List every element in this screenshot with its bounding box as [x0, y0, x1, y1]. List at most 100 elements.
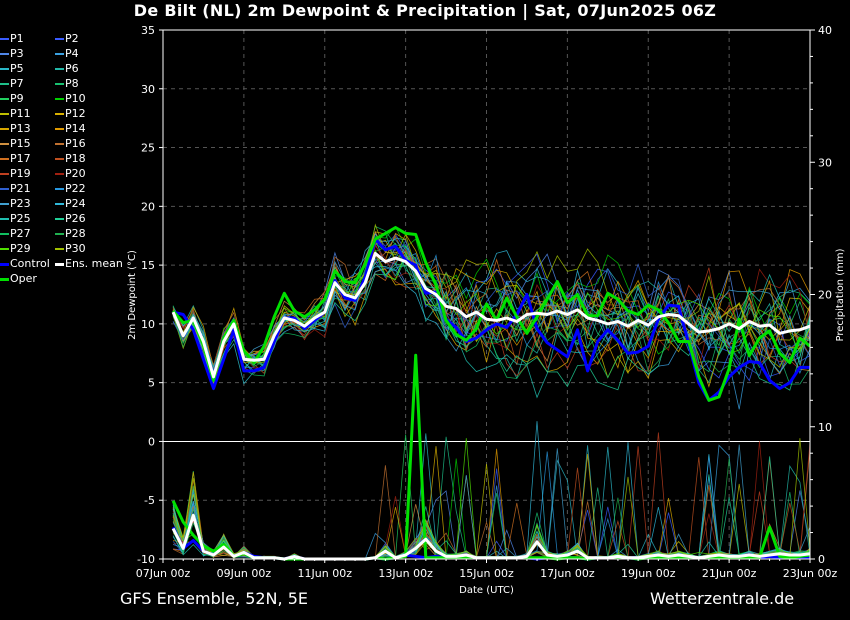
- x-tick-label: 19Jun 00z: [621, 567, 676, 580]
- legend-label: P29: [10, 242, 31, 255]
- legend-label: P3: [10, 47, 24, 60]
- legend-swatch: [55, 188, 64, 190]
- chart-title: De Bilt (NL) 2m Dewpoint & Precipitation…: [133, 1, 717, 20]
- legend-item: P6: [55, 62, 79, 77]
- y2-tick-label: 0: [818, 553, 825, 566]
- legend-label: P12: [65, 107, 86, 120]
- legend-item: P26: [55, 212, 86, 227]
- legend-swatch: [55, 158, 64, 160]
- y-tick-label: 20: [141, 200, 155, 213]
- legend-swatch: [55, 53, 64, 55]
- legend-swatch: [0, 173, 9, 175]
- legend-swatch: [55, 248, 64, 250]
- legend-label: P4: [65, 47, 79, 60]
- legend-label: P15: [10, 137, 31, 150]
- y-tick-label: 0: [148, 435, 155, 448]
- legend-item: P17: [0, 152, 31, 167]
- legend-swatch: [0, 83, 9, 85]
- legend-label: P7: [10, 77, 24, 90]
- member-lines: [172, 223, 811, 560]
- x-tick-label: 21Jun 00z: [702, 567, 757, 580]
- footer-site: Wetterzentrale.de: [650, 589, 795, 608]
- legend-item: P15: [0, 137, 31, 152]
- legend-label: P10: [65, 92, 86, 105]
- legend-label: P22: [65, 182, 86, 195]
- legend-label: P16: [65, 137, 86, 150]
- legend-swatch: [0, 158, 9, 160]
- legend-item: P7: [0, 77, 24, 92]
- x-tick-label: 23Jun 00z: [783, 567, 838, 580]
- y2-tick-label: 20: [818, 289, 832, 302]
- legend-swatch: [55, 203, 64, 205]
- legend-item: Oper: [0, 272, 37, 287]
- y-tick-label: 25: [141, 142, 155, 155]
- y-tick-label: 5: [148, 377, 155, 390]
- x-tick-label: 07Jun 00z: [136, 567, 191, 580]
- legend-swatch: [0, 188, 9, 190]
- x-tick-label: 15Jun 00z: [459, 567, 514, 580]
- oper-dewpoint-line: [171, 226, 811, 402]
- legend-swatch: [0, 218, 9, 220]
- legend-label: P2: [65, 32, 79, 45]
- legend-label: Control: [10, 257, 50, 270]
- legend-item: P12: [55, 107, 86, 122]
- legend-item: P20: [55, 167, 86, 182]
- legend-swatch: [55, 68, 64, 70]
- legend-swatch: [0, 143, 9, 145]
- legend-label: P8: [65, 77, 79, 90]
- legend-swatch: [55, 83, 64, 85]
- legend-item: P21: [0, 182, 31, 197]
- y2-tick-label: 40: [818, 24, 832, 37]
- legend-item: P10: [55, 92, 86, 107]
- y-tick-label: 10: [141, 318, 155, 331]
- legend-swatch: [0, 277, 9, 281]
- y-tick-label: -10: [137, 553, 155, 566]
- legend-label: Oper: [10, 272, 37, 285]
- legend-item: P25: [0, 212, 31, 227]
- x-tick-label: 11Jun 00z: [298, 567, 353, 580]
- legend-swatch: [55, 173, 64, 175]
- legend-swatch: [55, 262, 64, 266]
- y-tick-label: 15: [141, 259, 155, 272]
- legend-swatch: [55, 218, 64, 220]
- legend-label: P25: [10, 212, 31, 225]
- legend-swatch: [0, 38, 9, 40]
- legend-item: P19: [0, 167, 31, 182]
- legend-swatch: [0, 98, 9, 100]
- legend-item: P30: [55, 242, 86, 257]
- y-tick-label: 35: [141, 24, 155, 37]
- legend-label: P18: [65, 152, 86, 165]
- legend-label: P9: [10, 92, 24, 105]
- legend-label: P19: [10, 167, 31, 180]
- legend-label: P17: [10, 152, 31, 165]
- ens-mean-dewpoint-line: [171, 251, 811, 379]
- legend-item: P3: [0, 47, 24, 62]
- legend-label: P14: [65, 122, 86, 135]
- legend-swatch: [0, 233, 9, 235]
- legend-item: P2: [55, 32, 79, 47]
- ens-mean-precip-line: [171, 513, 811, 561]
- x-tick-label: 09Jun 00z: [217, 567, 272, 580]
- legend-item: P14: [55, 122, 86, 137]
- legend-label: P1: [10, 32, 24, 45]
- legend-swatch: [55, 38, 64, 40]
- y-axis-label: 2m Dewpoint (°C): [127, 250, 138, 340]
- legend-swatch: [55, 98, 64, 100]
- legend-item: P27: [0, 227, 31, 242]
- legend-item: P8: [55, 77, 79, 92]
- legend-item: P4: [55, 47, 79, 62]
- legend-label: P28: [65, 227, 86, 240]
- y2-axis-label: Precipitation (mm): [835, 248, 846, 341]
- main-series: [171, 226, 811, 561]
- legend-swatch: [0, 68, 9, 70]
- legend-item: P9: [0, 92, 24, 107]
- legend-swatch: [0, 113, 9, 115]
- legend-item: P23: [0, 197, 31, 212]
- legend-item: Ens. mean: [55, 257, 123, 272]
- x-tick-label: 13Jun 00z: [378, 567, 433, 580]
- y-tick-label: -5: [144, 494, 155, 507]
- legend-label: P30: [65, 242, 86, 255]
- legend-label: P11: [10, 107, 31, 120]
- legend-swatch: [55, 233, 64, 235]
